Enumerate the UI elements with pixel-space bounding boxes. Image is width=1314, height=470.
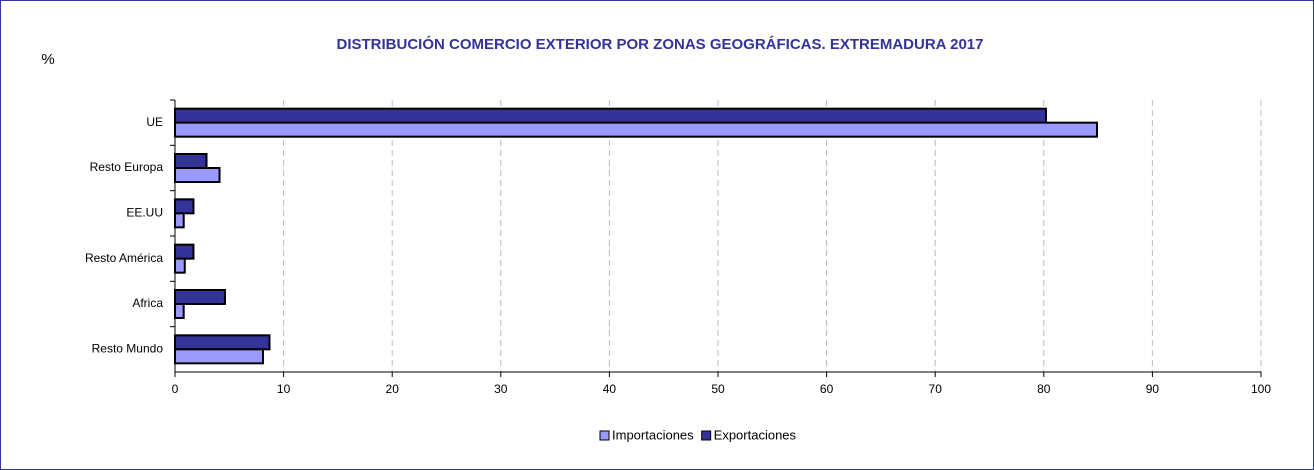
y-tick-label: Resto Europa xyxy=(90,160,164,174)
bar xyxy=(174,121,1099,138)
bar xyxy=(174,153,208,169)
x-tick-label: 100 xyxy=(1251,382,1271,396)
y-tick-label: Resto Mundo xyxy=(92,342,164,356)
bar xyxy=(174,198,195,215)
bar xyxy=(174,167,221,183)
legend-label: Exportaciones xyxy=(714,427,797,442)
bar xyxy=(174,243,195,260)
legend-label: Importaciones xyxy=(612,427,694,442)
x-tick-label: 20 xyxy=(386,382,400,396)
x-tick-label: 40 xyxy=(603,382,617,396)
x-tick-label: 30 xyxy=(494,382,508,396)
y-tick-label: Africa xyxy=(132,296,163,310)
legend-swatch xyxy=(701,430,712,441)
bar xyxy=(174,348,264,365)
legend-swatch xyxy=(599,430,610,441)
x-tick-label: 0 xyxy=(172,382,179,396)
bar xyxy=(174,257,186,274)
x-tick-label: 90 xyxy=(1146,382,1160,396)
x-tick-label: 10 xyxy=(277,382,291,396)
y-label: % xyxy=(41,51,54,68)
y-tick-label: EE.UU xyxy=(126,206,163,220)
bar xyxy=(174,212,185,229)
x-tick-label: 70 xyxy=(929,382,943,396)
x-tick-label: 60 xyxy=(820,382,834,396)
y-tick-label: Resto América xyxy=(85,251,163,265)
y-tick-label: UE xyxy=(146,115,163,129)
chart-title: DISTRIBUCIÓN COMERCIO EXTERIOR POR ZONAS… xyxy=(336,35,983,53)
x-tick-label: 50 xyxy=(711,382,725,396)
bar xyxy=(174,289,226,305)
bar xyxy=(174,107,1047,124)
bar xyxy=(174,303,185,319)
x-tick-label: 80 xyxy=(1037,382,1051,396)
bar xyxy=(174,334,271,351)
